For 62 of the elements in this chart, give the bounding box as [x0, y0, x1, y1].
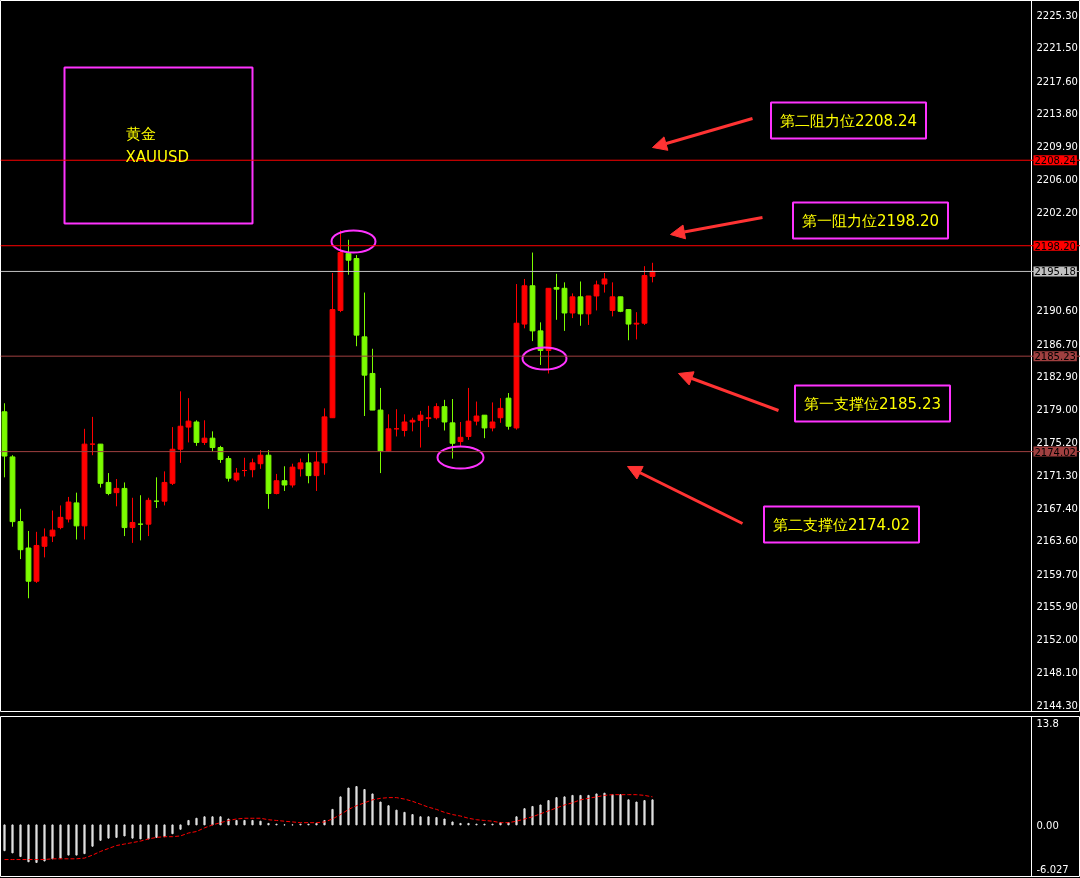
annotation: 第二支撑位2174.02 — [772, 515, 911, 534]
y-tick-label: 2190.60 — [1036, 305, 1078, 317]
candlestick — [89, 416, 96, 456]
y-tick-label: 13.8 — [1036, 718, 1059, 730]
candlestick — [473, 401, 480, 426]
ref-line-label: 2195.18 — [1034, 266, 1076, 278]
candlestick — [113, 478, 120, 507]
ref-line-label: 2174.02 — [1034, 446, 1076, 458]
annotation: 第一阻力位2198.20 — [801, 211, 940, 230]
candlestick — [73, 492, 80, 540]
candlestick — [489, 401, 496, 432]
annotation: 第一支撑位2185.23 — [803, 394, 942, 413]
annotation: 第二阻力位2208.24 — [779, 111, 918, 130]
candlestick — [281, 465, 288, 492]
y-tick-label: 2186.70 — [1036, 338, 1078, 350]
y-tick-label: 2148.10 — [1036, 667, 1078, 679]
y-tick-label: 2159.70 — [1036, 568, 1078, 580]
candlestick — [441, 399, 448, 432]
y-tick-label: 2155.90 — [1036, 600, 1078, 612]
candlestick — [449, 398, 456, 460]
candlestick — [585, 295, 592, 326]
candlestick — [305, 453, 312, 484]
y-tick-label: 2152.00 — [1036, 634, 1078, 646]
y-tick-label: 2225.30 — [1036, 9, 1078, 21]
candlestick — [49, 510, 56, 543]
candlestick — [201, 419, 208, 446]
ref-line-label: 2208.24 — [1034, 155, 1076, 167]
candlestick — [481, 414, 488, 439]
candlestick — [609, 281, 616, 317]
ref-line-label: 2198.20 — [1034, 240, 1076, 252]
y-tick-label: 2206.00 — [1036, 174, 1078, 186]
candlestick — [497, 397, 504, 424]
candlestick — [129, 497, 136, 544]
candlestick — [385, 413, 392, 453]
y-tick-label: 2167.40 — [1036, 502, 1078, 514]
y-tick-label: 2213.80 — [1036, 107, 1078, 119]
y-tick-label: -6.027 — [1036, 864, 1069, 876]
candlestick — [401, 413, 408, 437]
candlestick — [593, 280, 600, 311]
y-tick-label: 2221.50 — [1036, 42, 1078, 54]
y-tick-label: 2182.90 — [1036, 371, 1078, 383]
candlestick — [145, 497, 152, 537]
candlestick — [193, 419, 200, 447]
candlestick — [577, 280, 584, 327]
y-tick-label: 2217.60 — [1036, 75, 1078, 87]
candlestick — [537, 321, 544, 366]
y-tick-label: 2144.30 — [1036, 699, 1078, 711]
y-tick-label: 2171.30 — [1036, 469, 1078, 481]
y-tick-label: 2163.60 — [1036, 535, 1078, 547]
y-tick-label: 2209.90 — [1036, 141, 1078, 153]
candlestick — [457, 421, 464, 448]
candlestick — [225, 455, 232, 483]
y-tick-label: 2202.20 — [1036, 206, 1078, 218]
line-series — [4, 794, 653, 861]
candlestick — [601, 272, 608, 294]
candlestick — [633, 311, 640, 340]
ref-line-label: 2185.23 — [1034, 351, 1076, 363]
candlestick — [569, 292, 576, 319]
y-tick-label: 0.00 — [1036, 819, 1059, 831]
candlestick — [465, 387, 472, 441]
y-tick-label: 2179.00 — [1036, 404, 1078, 416]
y-tick-label: 2175.20 — [1036, 436, 1078, 448]
